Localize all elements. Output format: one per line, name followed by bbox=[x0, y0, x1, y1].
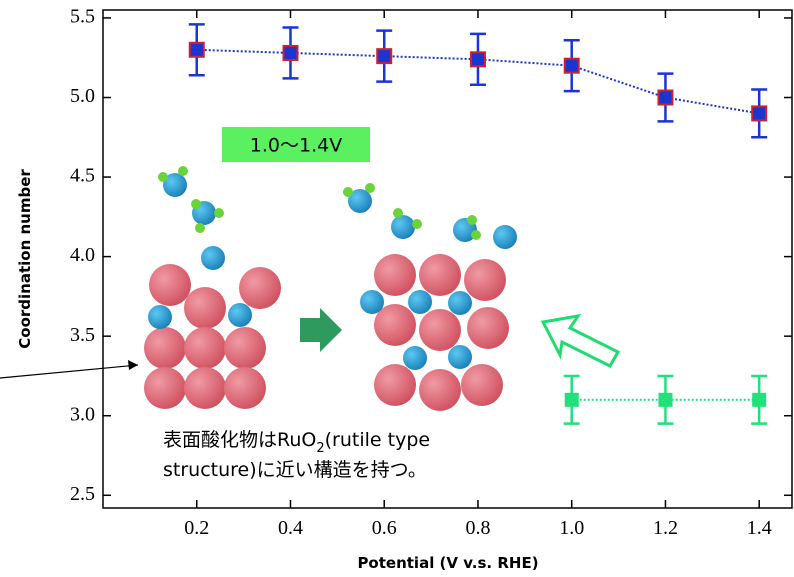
x-tick-label: 1.2 bbox=[653, 517, 678, 539]
marker bbox=[565, 59, 579, 73]
y-tick-label: 4.5 bbox=[70, 165, 95, 187]
note-sub: 2 bbox=[316, 441, 324, 456]
x-tick-label: 0.8 bbox=[465, 517, 490, 539]
range-label: 1.0〜1.4V bbox=[250, 135, 342, 157]
y-tick-label: 3.5 bbox=[70, 324, 95, 346]
x-tick-label: 1.0 bbox=[559, 517, 584, 539]
marker bbox=[752, 393, 766, 407]
note: 表面酸化物はRuO2(rutile type bbox=[163, 429, 430, 456]
y-tick-label: 5.0 bbox=[70, 85, 95, 107]
note-text: (rutile type bbox=[325, 429, 430, 451]
x-axis-label: Potential (V v.s. RHE) bbox=[357, 554, 538, 572]
y-axis-label: Coordination number bbox=[16, 169, 34, 349]
x-tick-label: 1.4 bbox=[747, 517, 772, 539]
y-tick-label: 3.0 bbox=[70, 403, 95, 425]
x-tick-label: 0.2 bbox=[184, 517, 209, 539]
x-tick-label: 0.4 bbox=[278, 517, 303, 539]
y-tick-label: 5.5 bbox=[70, 6, 95, 28]
chart: 1.0〜1.4V 表面酸化物はRuO2(rutile type structur… bbox=[0, 0, 794, 577]
note-text: 表面酸化物はRuO bbox=[163, 429, 316, 451]
x-tick-label: 0.6 bbox=[372, 517, 397, 539]
marker bbox=[377, 49, 391, 63]
note: structure)に近い構造を持つ。 bbox=[163, 459, 427, 481]
marker bbox=[471, 52, 485, 66]
marker bbox=[190, 43, 204, 57]
marker bbox=[283, 46, 297, 60]
y-tick-label: 4.0 bbox=[70, 244, 95, 266]
marker bbox=[658, 91, 672, 105]
marker bbox=[752, 106, 766, 120]
marker bbox=[658, 393, 672, 407]
y-tick-label: 2.5 bbox=[70, 483, 95, 505]
marker bbox=[565, 393, 579, 407]
